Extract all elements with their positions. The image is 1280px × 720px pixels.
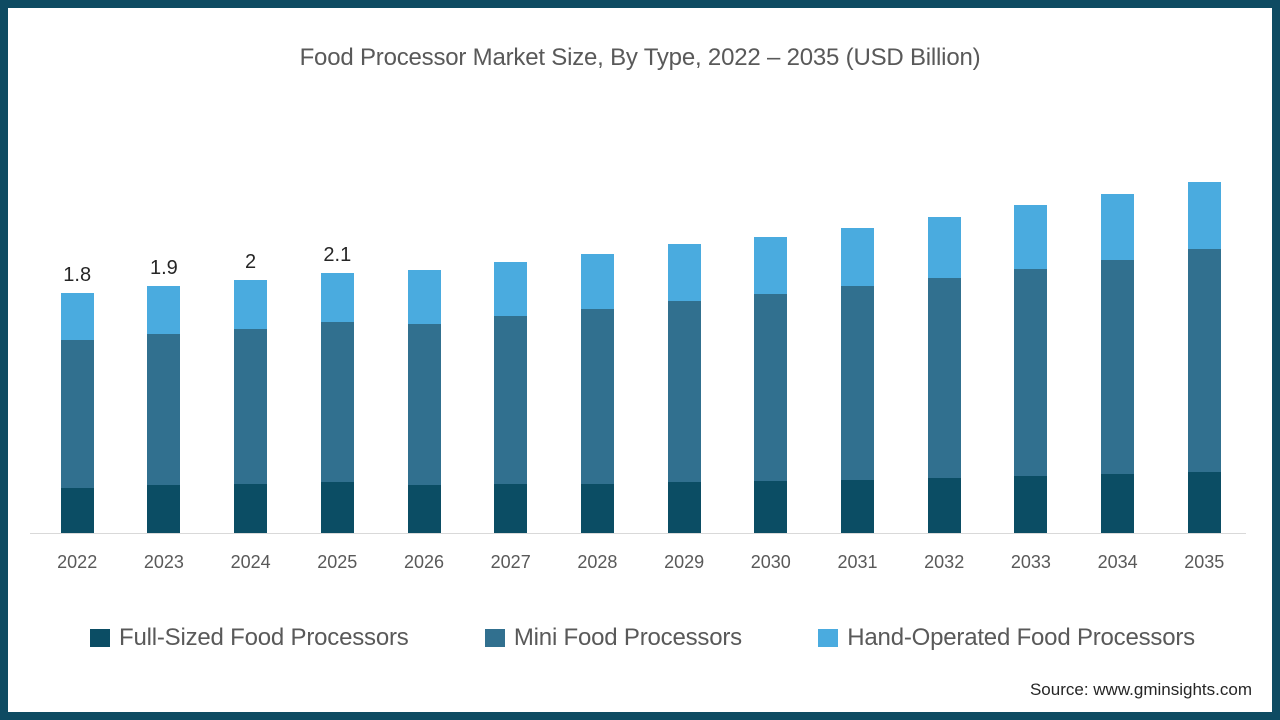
x-tick-2033: 2033 bbox=[1010, 552, 1051, 572]
chart-title: Food Processor Market Size, By Type, 202… bbox=[299, 44, 981, 71]
x-tick-2026: 2026 bbox=[403, 552, 445, 572]
bar-segment-2026-mini-food-processors bbox=[407, 323, 441, 485]
legend-swatch-full-sized-food-processors bbox=[90, 629, 110, 647]
bar-value-label-2022: 1.8 bbox=[63, 264, 92, 286]
bar-segment-2024-full-sized-food-processors bbox=[234, 483, 268, 533]
bar-value-label-2023: 1.9 bbox=[149, 257, 178, 280]
bar-segment-2025-full-sized-food-processors bbox=[320, 482, 354, 533]
bar-segment-2032-hand-operated-food-processors bbox=[927, 217, 961, 279]
bar-segment-2023-hand-operated-food-processors bbox=[147, 286, 181, 335]
bar-segment-2027-full-sized-food-processors bbox=[494, 483, 528, 533]
bar-2028 bbox=[580, 254, 614, 533]
bar-segment-2030-full-sized-food-processors bbox=[754, 480, 788, 533]
legend-swatch-mini-food-processors bbox=[484, 629, 505, 647]
x-tick-2028: 2028 bbox=[577, 552, 618, 572]
bar-segment-2028-mini-food-processors bbox=[580, 308, 614, 484]
bar-segment-2028-hand-operated-food-processors bbox=[580, 254, 614, 309]
x-tick-2022: 2022 bbox=[57, 552, 98, 572]
bar-2030 bbox=[754, 237, 788, 533]
legend-label-hand-operated-food-processors: Hand-Operated Food Processors bbox=[847, 624, 1195, 651]
bar-2027 bbox=[494, 262, 528, 533]
bar-segment-2034-hand-operated-food-processors bbox=[1101, 194, 1135, 260]
bar-segment-2024-mini-food-processors bbox=[234, 329, 268, 484]
bar-2023 bbox=[147, 286, 181, 533]
bar-segment-2035-mini-food-processors bbox=[1187, 248, 1221, 472]
bar-segment-2029-hand-operated-food-processors bbox=[667, 243, 701, 301]
bar-segment-2034-mini-food-processors bbox=[1101, 259, 1135, 475]
bar-segment-2026-full-sized-food-processors bbox=[407, 484, 441, 533]
bar-segment-2029-full-sized-food-processors bbox=[667, 482, 701, 533]
bar-segment-2029-mini-food-processors bbox=[667, 301, 701, 483]
bar-segment-2027-mini-food-processors bbox=[494, 315, 528, 484]
bar-segment-2028-full-sized-food-processors bbox=[580, 483, 614, 533]
bar-2031 bbox=[841, 227, 874, 533]
bar-segment-2031-hand-operated-food-processors bbox=[841, 227, 874, 287]
legend-item-mini-food-processors: Mini Food Processors bbox=[484, 624, 742, 652]
x-tick-2025: 2025 bbox=[317, 552, 358, 572]
bar-segment-2023-full-sized-food-processors bbox=[147, 484, 181, 533]
bar-2029 bbox=[667, 243, 701, 533]
bar-segment-2034-full-sized-food-processors bbox=[1101, 474, 1135, 533]
bar-segment-2035-hand-operated-food-processors bbox=[1187, 182, 1221, 249]
legend: Full-Sized Food Processors Mini Food Proc… bbox=[90, 624, 1195, 652]
bar-2026 bbox=[407, 270, 441, 533]
bar-value-label-2024: 2 bbox=[245, 250, 257, 273]
x-tick-2031: 2031 bbox=[837, 552, 878, 572]
bar-segment-2033-mini-food-processors bbox=[1014, 268, 1048, 476]
x-tick-2034: 2034 bbox=[1097, 552, 1138, 572]
bar-segment-2025-hand-operated-food-processors bbox=[320, 273, 354, 323]
bar-segment-2022-hand-operated-food-processors bbox=[60, 293, 94, 340]
x-axis-line bbox=[30, 533, 1246, 534]
legend-swatch-hand-operated-food-processors bbox=[818, 629, 839, 647]
x-tick-2032: 2032 bbox=[924, 552, 965, 572]
bar-2022 bbox=[60, 293, 94, 533]
x-tick-2023: 2023 bbox=[143, 552, 184, 572]
bar-segment-2031-full-sized-food-processors bbox=[841, 479, 874, 533]
bar-2025 bbox=[320, 273, 354, 533]
x-tick-2024: 2024 bbox=[230, 552, 271, 572]
legend-label-mini-food-processors: Mini Food Processors bbox=[513, 624, 742, 651]
bar-segment-2024-hand-operated-food-processors bbox=[234, 279, 268, 329]
bar-segment-2030-hand-operated-food-processors bbox=[754, 237, 788, 295]
bar-segment-2032-mini-food-processors bbox=[927, 278, 961, 479]
bar-segment-2031-mini-food-processors bbox=[841, 286, 874, 480]
bar-2035 bbox=[1187, 182, 1221, 533]
x-tick-2027: 2027 bbox=[490, 552, 531, 572]
bar-segment-2022-mini-food-processors bbox=[60, 339, 94, 488]
bar-segment-2035-full-sized-food-processors bbox=[1187, 471, 1221, 533]
bar-segment-2033-full-sized-food-processors bbox=[1014, 475, 1048, 533]
bar-segment-2027-hand-operated-food-processors bbox=[494, 262, 528, 316]
legend-label-full-sized-food-processors: Full-Sized Food Processors bbox=[119, 624, 409, 651]
bar-segment-2032-full-sized-food-processors bbox=[927, 478, 961, 533]
bar-2034 bbox=[1101, 194, 1135, 533]
x-tick-2030: 2030 bbox=[750, 552, 791, 572]
legend-item-hand-operated-food-processors: Hand-Operated Food Processors bbox=[818, 624, 1195, 652]
x-tick-2029: 2029 bbox=[664, 552, 705, 572]
bar-segment-2025-mini-food-processors bbox=[320, 322, 354, 483]
bar-value-label-2025: 2.1 bbox=[323, 244, 352, 266]
legend-item-full-sized-food-processors: Full-Sized Food Processors bbox=[90, 624, 409, 652]
bar-segment-2030-mini-food-processors bbox=[754, 294, 788, 481]
bar-segment-2022-full-sized-food-processors bbox=[60, 487, 94, 533]
source-text: Source: www.gminsights.com bbox=[1029, 680, 1252, 699]
bar-2033 bbox=[1014, 205, 1048, 533]
bar-2024 bbox=[234, 279, 268, 533]
x-tick-2035: 2035 bbox=[1184, 552, 1225, 572]
bar-segment-2026-hand-operated-food-processors bbox=[407, 270, 441, 324]
bar-segment-2023-mini-food-processors bbox=[147, 334, 181, 485]
bar-segment-2033-hand-operated-food-processors bbox=[1014, 205, 1048, 269]
bar-2032 bbox=[927, 217, 961, 533]
